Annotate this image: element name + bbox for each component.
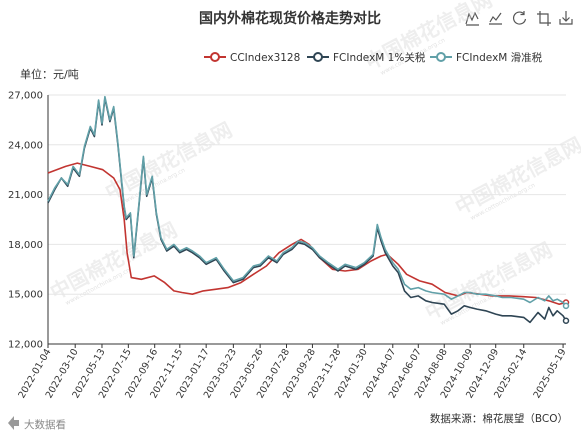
chart-title: 国内外棉花现货价格走势对比	[199, 10, 381, 27]
y-tick-label: 15,000	[8, 290, 43, 301]
y-tick-label: 21,000	[8, 190, 43, 201]
brand-logo-icon	[8, 416, 19, 430]
chart-toolbar	[465, 11, 573, 26]
legend-marker	[436, 52, 446, 62]
legend-item-3[interactable]: FCIndexM 滑准税	[430, 51, 543, 64]
y-tick-label: 27,000	[8, 91, 43, 102]
watermark-layer: 中国棉花信息网 www.cottonchina.org.cn 中国棉花信息网 w…	[46, 0, 581, 327]
y-tick-label: 18,000	[8, 240, 43, 251]
x-tick-label: 2025-05-19	[532, 347, 569, 400]
restore-icon[interactable]	[512, 11, 527, 25]
chart-legend: CCIndex3128 FCIndexM 1%关税 FCIndexM 滑准税	[204, 51, 543, 64]
y-tick-label: 12,000	[8, 340, 43, 351]
series-line-3	[47, 95, 567, 307]
series-end-point	[562, 302, 570, 310]
legend-item-2[interactable]: FCIndexM 1%关税	[307, 51, 426, 64]
data-view-icon[interactable]	[465, 11, 479, 26]
legend-marker	[210, 52, 220, 62]
source-note: 数据来源：棉花展望（BCO）	[430, 412, 568, 425]
legend-label: CCIndex3128	[230, 52, 300, 64]
x-axis: 2022-01-042022-03-102022-05-132022-07-15…	[16, 343, 569, 400]
watermark-text: 中国棉花信息网	[101, 117, 236, 204]
legend-marker	[313, 52, 323, 62]
zoom-reset-icon[interactable]	[537, 11, 551, 26]
y-axis-unit: 单位：元/吨	[20, 67, 79, 81]
legend-label: FCIndexM 滑准税	[456, 51, 543, 64]
zoom-icon[interactable]	[489, 12, 502, 25]
legend-label: FCIndexM 1%关税	[333, 51, 426, 64]
save-image-icon[interactable]	[559, 11, 573, 25]
watermark-text: 中国棉花信息网	[451, 132, 581, 219]
brand-text: 大数据看	[24, 418, 66, 431]
series-end-point	[562, 317, 570, 325]
brand-mark: 大数据看	[8, 416, 66, 431]
plot-area	[47, 95, 570, 325]
y-tick-label: 24,000	[8, 140, 43, 151]
y-axis: 12,000 15,000 18,000 21,000 24,000 27,000	[8, 91, 49, 351]
watermark-text: 中国棉花信息网	[46, 217, 181, 304]
legend-item-1[interactable]: CCIndex3128	[204, 52, 300, 64]
